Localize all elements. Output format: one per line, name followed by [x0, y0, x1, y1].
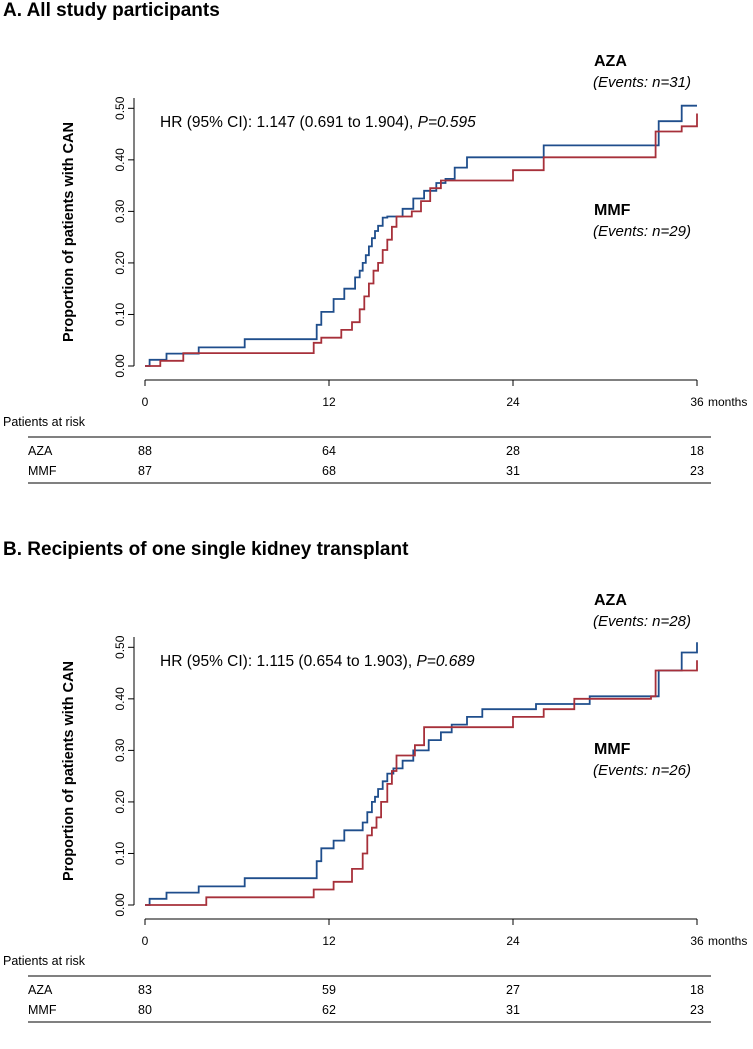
y-tick-label: 0.40	[113, 687, 127, 711]
risk-row-label: MMF	[28, 1003, 57, 1017]
hr-annotation-prefix: HR (95% CI): 1.115 (0.654 to 1.903),	[160, 653, 416, 670]
x-tick-label: 12	[322, 395, 336, 409]
km-curve-mmf	[145, 113, 698, 367]
y-tick-label: 0.30	[113, 738, 127, 762]
risk-cell: 83	[138, 983, 152, 997]
y-axis-title: Proportion of patients with CAN	[61, 122, 77, 342]
risk-table-title: Patients at risk	[3, 954, 86, 968]
x-tick-label: 0	[142, 395, 149, 409]
x-axis-unit: months	[708, 395, 747, 409]
panel-a-title: A. All study participants	[3, 0, 220, 21]
x-tick-label: 12	[322, 934, 336, 948]
y-tick-label: 0.20	[113, 790, 127, 814]
risk-cell: 87	[138, 464, 152, 478]
risk-cell: 31	[506, 1003, 520, 1017]
series-events-aza: (Events: n=31)	[593, 74, 691, 91]
risk-cell: 68	[322, 464, 336, 478]
series-label-mmf: MMF	[594, 741, 631, 758]
series-label-mmf: MMF	[594, 202, 631, 219]
risk-cell: 18	[690, 444, 704, 458]
risk-table-title: Patients at risk	[3, 415, 86, 429]
hr-annotation-p: P=0.689	[416, 653, 475, 670]
hr-annotation-p: P=0.595	[418, 114, 477, 131]
x-tick-label: 36	[690, 934, 704, 948]
series-label-aza: AZA	[594, 592, 627, 609]
km-curve-aza	[145, 104, 697, 367]
y-tick-label: 0.00	[113, 893, 127, 917]
risk-row-label: MMF	[28, 464, 57, 478]
chart-panel-a: 0.00 0.10 0.20 0.30 0.40 0.50 Proportion of pa…	[3, 53, 747, 484]
x-tick-label: 36	[690, 395, 704, 409]
risk-cell: 62	[322, 1003, 336, 1017]
risk-row-label: AZA	[28, 444, 53, 458]
risk-cell: 31	[506, 464, 520, 478]
risk-cell: 18	[690, 983, 704, 997]
y-tick-label: 0.00	[113, 354, 127, 378]
y-tick-label: 0.50	[113, 96, 127, 120]
x-axis-unit: months	[708, 934, 747, 948]
y-tick-label: 0.10	[113, 302, 127, 326]
y-tick-label: 0.10	[113, 841, 127, 865]
risk-cell: 23	[690, 1003, 704, 1017]
chart-panel-b: 0.00 0.10 0.20 0.30 0.40 0.50 Proportion of pa…	[3, 592, 747, 1023]
x-tick-label: 24	[506, 395, 520, 409]
y-tick-label: 0.20	[113, 251, 127, 275]
y-axis-title: Proportion of patients with CAN	[61, 661, 77, 881]
y-tick-label: 0.40	[113, 148, 127, 172]
x-tick-label: 0	[142, 934, 149, 948]
hr-annotation: HR (95% CI): 1.147 (0.691 to 1.904), P=0…	[160, 114, 476, 131]
risk-cell: 59	[322, 983, 336, 997]
series-events-mmf: (Events: n=29)	[593, 223, 691, 240]
risk-cell: 80	[138, 1003, 152, 1017]
series-label-aza: AZA	[594, 53, 627, 70]
km-curve-mmf	[145, 660, 698, 906]
risk-cell: 27	[506, 983, 520, 997]
panel-b-title: B. Recipients of one single kidney trans…	[3, 539, 409, 560]
risk-cell: 88	[138, 444, 152, 458]
x-tick-label: 24	[506, 934, 520, 948]
series-events-mmf: (Events: n=26)	[593, 762, 691, 779]
risk-row-label: AZA	[28, 983, 53, 997]
risk-cell: 23	[690, 464, 704, 478]
series-events-aza: (Events: n=28)	[593, 613, 691, 630]
y-tick-label: 0.30	[113, 199, 127, 223]
risk-cell: 28	[506, 444, 520, 458]
hr-annotation: HR (95% CI): 1.115 (0.654 to 1.903), P=0…	[160, 653, 475, 670]
hr-annotation-prefix: HR (95% CI): 1.147 (0.691 to 1.904),	[160, 114, 418, 131]
risk-cell: 64	[322, 444, 336, 458]
y-tick-label: 0.50	[113, 635, 127, 659]
km-curve-aza	[145, 642, 698, 906]
